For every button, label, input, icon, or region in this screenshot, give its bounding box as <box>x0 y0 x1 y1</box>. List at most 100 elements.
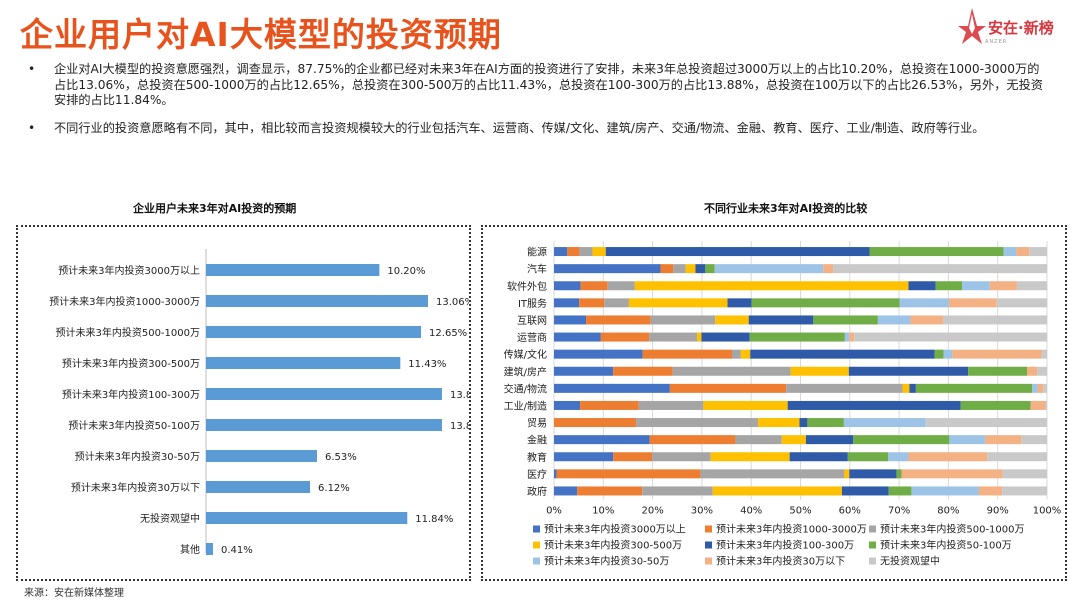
star-logo-icon <box>958 8 986 44</box>
stacked-segment <box>735 435 782 445</box>
category-label: 预计未来3年内投资30万以下 <box>71 481 200 494</box>
stacked-segment <box>660 264 674 274</box>
stacked-segment <box>1002 486 1047 496</box>
stacked-segment <box>714 264 824 274</box>
stacked-segment <box>650 315 716 325</box>
bar <box>206 295 429 307</box>
stacked-segment <box>554 452 614 462</box>
legend-swatch <box>869 541 876 549</box>
data-label: 13.88% <box>450 421 469 432</box>
category-label: 预计未来3年内投资100-300万 <box>62 388 200 401</box>
legend-label: 预计未来3年内投资3000万以上 <box>544 523 686 536</box>
stacked-segment <box>580 281 608 291</box>
stacked-segment <box>853 435 950 445</box>
stacked-segment <box>554 332 601 342</box>
stacked-segment <box>901 469 1003 479</box>
page-title: 企业用户对AI大模型的投资预期 <box>20 15 502 54</box>
x-tick-label: 30% <box>691 506 713 517</box>
stacked-segment <box>908 452 988 462</box>
stacked-segment <box>554 349 643 359</box>
industry-label: 交通/物流 <box>504 382 547 395</box>
stacked-segment <box>962 281 990 291</box>
stacked-segment <box>805 435 854 445</box>
stacked-segment <box>996 298 1047 308</box>
stacked-segment <box>786 383 903 393</box>
stacked-segment <box>577 486 643 496</box>
brand-logo: 安在·新榜 ANZER <box>958 6 1073 50</box>
stacked-segment <box>554 298 580 308</box>
industry-label: 能源 <box>527 246 547 259</box>
stacked-segment <box>649 332 697 342</box>
stacked-segment <box>968 366 1028 376</box>
bar <box>206 357 401 369</box>
stacked-segment <box>605 247 870 257</box>
legend-swatch <box>705 525 712 533</box>
stacked-segment <box>649 435 736 445</box>
left-chart-title: 企业用户未来3年对AI投资的预期 <box>133 202 297 215</box>
x-tick-label: 70% <box>888 506 910 517</box>
stacked-segment <box>869 247 1004 257</box>
x-tick-label: 0% <box>546 506 562 517</box>
category-label: 预计未来3年内投资50-100万 <box>68 419 200 432</box>
legend-swatch <box>705 557 712 565</box>
stacked-segment <box>580 400 639 410</box>
stacked-segment <box>849 469 897 479</box>
stacked-segment <box>579 247 593 257</box>
stacked-segment <box>847 452 889 462</box>
investment-expectation-bar-chart: 预计未来3年内投资3000万以上 10.20% 预计未来3年内投资1000-3000… <box>49 249 488 556</box>
stacked-segment <box>652 452 711 462</box>
stacked-segment <box>899 298 949 308</box>
industry-label: 互联网 <box>517 315 547 327</box>
x-tick-label: 20% <box>641 506 663 517</box>
stacked-segment <box>715 315 749 325</box>
stacked-segment <box>701 332 750 342</box>
stacked-segment <box>727 298 752 308</box>
stacked-segment <box>911 486 979 496</box>
stacked-segment <box>554 486 578 496</box>
bar <box>206 264 380 276</box>
legend-label: 预计未来3年内投资1000-3000万 <box>716 523 867 536</box>
bar <box>206 388 442 400</box>
data-label: 0.41% <box>221 545 253 556</box>
stacked-segment <box>854 332 1047 342</box>
stacked-segment <box>554 469 557 479</box>
industry-label: 汽车 <box>527 263 547 276</box>
category-label: 预计未来3年内投资1000-3000万 <box>49 295 200 308</box>
industry-label: 金融 <box>527 434 547 447</box>
stacked-segment <box>888 452 909 462</box>
legend-label: 预计未来3年内投资500-1000万 <box>880 523 1025 536</box>
stacked-segment <box>613 452 653 462</box>
stacked-segment <box>579 298 605 308</box>
industry-label: 传媒/文化 <box>504 348 547 361</box>
category-label: 无投资观望中 <box>140 512 200 525</box>
industry-label: 医疗 <box>527 468 547 481</box>
stacked-segment <box>642 349 732 359</box>
category-label: 预计未来3年内投资500-1000万 <box>55 326 200 339</box>
category-label: 预计未来3年内投资300-500万 <box>62 357 200 370</box>
stacked-segment <box>960 400 1031 410</box>
source-note: 来源：安在新媒体整理 <box>24 588 124 599</box>
industry-label: 运营商 <box>517 331 547 344</box>
stacked-segment <box>628 298 728 308</box>
x-tick-label: 60% <box>839 506 861 517</box>
stacked-segment <box>844 332 850 342</box>
stacked-segment <box>888 486 912 496</box>
right-chart-title: 不同行业未来3年对AI投资的比较 <box>704 202 868 215</box>
stacked-segment <box>751 298 900 308</box>
stacked-segment <box>1043 383 1047 393</box>
stacked-segment <box>554 247 568 257</box>
stacked-segment <box>600 332 650 342</box>
bar <box>206 450 318 462</box>
category-label: 其他 <box>180 543 200 556</box>
legend-swatch <box>705 541 712 549</box>
stacked-segment <box>554 264 661 274</box>
stacked-segment <box>1027 366 1038 376</box>
bullet-industry-summary: 不同行业的投资意愿略有不同，其中，相比较而言投资规模较大的行业包括汽车、运营商、… <box>28 121 1048 137</box>
industry-label: 政府 <box>527 485 547 498</box>
industry-stacked-bar-chart: 0% 10% 20% 30% 40% 50% 60% 70% 80% 90% 100% 能源汽车软件外… <box>504 241 1061 568</box>
stacked-segment <box>731 349 741 359</box>
x-tick-label: 90% <box>987 506 1009 517</box>
legend-label: 预计未来3年内投资300-500万 <box>544 539 682 552</box>
stacked-segment <box>841 486 889 496</box>
stacked-segment <box>750 349 935 359</box>
